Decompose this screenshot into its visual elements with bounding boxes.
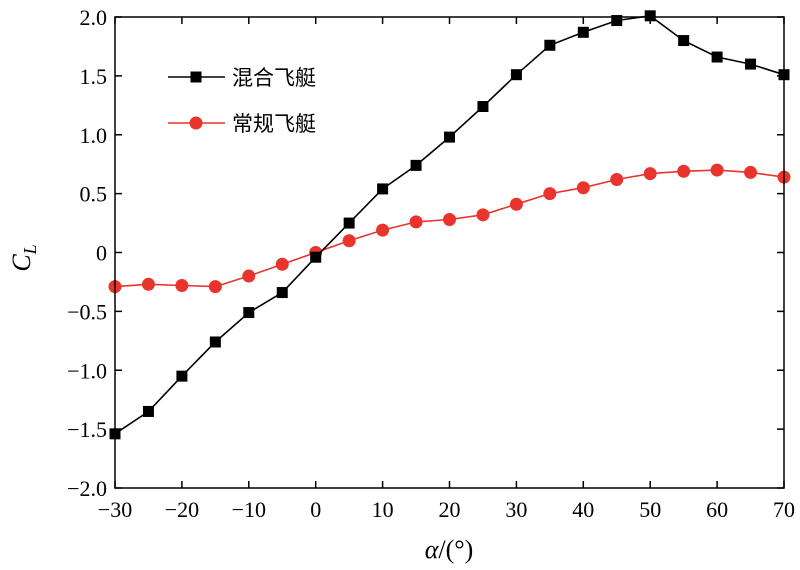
y-axis-title: CL xyxy=(7,244,40,271)
legend-label: 混合飞艇 xyxy=(232,66,316,90)
series-line xyxy=(114,169,785,288)
data-point xyxy=(677,164,691,178)
data-point xyxy=(377,183,389,195)
data-point xyxy=(208,280,222,294)
data-point xyxy=(209,336,221,348)
data-point xyxy=(744,165,758,179)
data-point xyxy=(310,251,322,263)
data-point xyxy=(243,307,255,319)
data-point xyxy=(376,223,390,237)
y-tick-label: 1.0 xyxy=(80,123,108,148)
x-axis-title: α/(°) xyxy=(425,535,474,564)
data-point xyxy=(611,15,623,27)
x-tick-label: 40 xyxy=(572,497,594,522)
data-point xyxy=(443,213,456,227)
legend-label: 常规飞艇 xyxy=(232,112,316,136)
y-tick-label: 1.5 xyxy=(80,64,108,89)
data-point xyxy=(509,197,523,211)
data-point xyxy=(543,187,557,201)
plot-area-frame xyxy=(114,16,785,489)
data-point xyxy=(643,167,657,181)
x-tick-label: 0 xyxy=(310,497,321,522)
data-point xyxy=(477,100,489,112)
data-point xyxy=(409,215,423,229)
x-tick-label: 10 xyxy=(372,497,394,522)
legend-item: 常规飞艇 xyxy=(168,112,316,136)
x-axis-title-variable: α xyxy=(425,535,440,564)
y-axis-title-subscript: L xyxy=(20,244,40,255)
plot-marks xyxy=(108,10,791,440)
y-tick-label: −2.0 xyxy=(67,476,107,501)
y-tick-label: −1.0 xyxy=(67,358,107,383)
data-point xyxy=(710,163,724,177)
x-tick-label: 20 xyxy=(439,497,461,522)
x-tick-label: 60 xyxy=(706,497,728,522)
data-point xyxy=(610,172,624,186)
legend-marker xyxy=(189,116,203,130)
x-tick-label: 70 xyxy=(773,497,795,522)
legend-item: 混合飞艇 xyxy=(168,66,316,90)
x-tick-label: 30 xyxy=(505,497,527,522)
data-point xyxy=(644,10,656,22)
data-point xyxy=(276,287,288,299)
data-point xyxy=(678,35,690,47)
data-point xyxy=(275,257,289,271)
x-axis-title-unit: /(°) xyxy=(438,535,473,564)
series-conventional-airship xyxy=(108,163,791,294)
data-point xyxy=(510,69,522,81)
y-tick-label: −0.5 xyxy=(67,299,107,324)
data-point xyxy=(410,159,422,171)
legend-marker xyxy=(190,71,202,83)
axis-ticks: −30 −20 −10 0 10 20 30 40 50 60 70 2.0 1.5 1.0 0.5 0 −0.… xyxy=(67,5,795,522)
data-point xyxy=(141,277,155,291)
y-tick-label: 0.5 xyxy=(80,182,108,207)
data-point xyxy=(544,39,556,51)
data-point xyxy=(745,58,757,70)
data-point xyxy=(444,131,455,143)
data-point xyxy=(576,181,590,195)
data-point xyxy=(242,269,256,283)
x-tick-label: 50 xyxy=(639,497,661,522)
data-point xyxy=(343,217,355,229)
y-tick-label: 0 xyxy=(96,241,107,266)
data-point xyxy=(577,26,589,38)
data-point xyxy=(342,234,356,248)
x-tick-label: −20 xyxy=(165,497,199,522)
y-tick-label: −1.5 xyxy=(67,417,107,442)
data-point xyxy=(176,370,188,382)
data-point xyxy=(711,51,723,63)
data-point xyxy=(175,278,189,292)
data-point xyxy=(142,405,154,417)
y-tick-label: 2.0 xyxy=(80,5,108,30)
x-tick-label: −30 xyxy=(98,497,132,522)
data-point xyxy=(476,208,490,222)
x-tick-label: −10 xyxy=(232,497,266,522)
y-axis-title-main: C xyxy=(7,254,36,272)
